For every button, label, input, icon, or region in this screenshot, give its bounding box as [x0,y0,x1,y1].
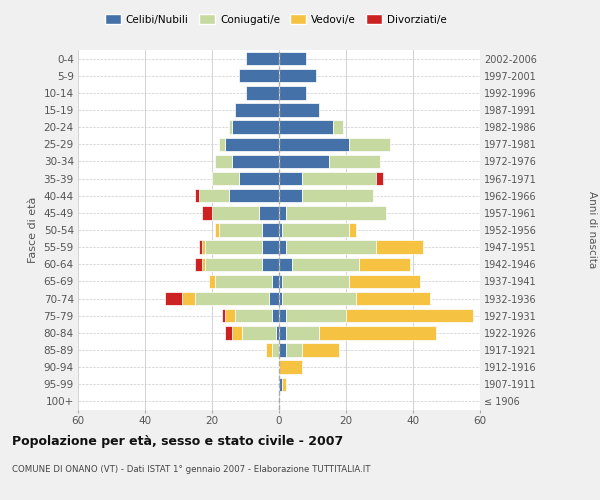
Bar [215,224,218,236]
Bar [195,258,202,271]
Bar [262,224,279,236]
Bar [279,86,306,100]
Bar [279,309,286,322]
Bar [215,274,272,288]
Bar [279,69,316,82]
Bar [302,344,340,356]
Bar [332,120,343,134]
Bar [279,378,283,391]
Bar [283,224,349,236]
Bar [283,292,356,306]
Bar [262,258,279,271]
Bar [195,189,199,202]
Y-axis label: Fasce di età: Fasce di età [28,197,38,263]
Bar [195,292,269,306]
Bar [376,240,423,254]
Bar [279,189,302,202]
Bar [302,172,376,186]
Bar [279,206,286,220]
Bar [245,52,279,66]
Bar [279,172,302,186]
Bar [279,138,349,151]
Bar [359,258,410,271]
Bar [202,206,212,220]
Bar [292,258,359,271]
Bar [226,138,279,151]
Bar [219,138,226,151]
Bar [346,309,473,322]
Bar [269,292,279,306]
Bar [199,240,202,254]
Bar [286,206,386,220]
Bar [182,292,195,306]
Bar [222,309,226,322]
Bar [349,224,356,236]
Bar [235,309,272,322]
Bar [226,309,235,322]
Bar [286,240,376,254]
Bar [262,240,279,254]
Bar [229,189,279,202]
Bar [202,258,205,271]
Bar [205,258,262,271]
Bar [319,326,436,340]
Bar [272,309,279,322]
Bar [242,326,275,340]
Bar [245,86,279,100]
Bar [279,154,329,168]
Bar [226,326,232,340]
Bar [349,274,420,288]
Bar [279,258,292,271]
Bar [266,344,272,356]
Bar [349,138,389,151]
Bar [229,120,232,134]
Bar [215,154,232,168]
Bar [212,172,239,186]
Bar [302,189,373,202]
Bar [279,240,286,254]
Bar [356,292,430,306]
Bar [259,206,279,220]
Bar [275,326,279,340]
Text: Anni di nascita: Anni di nascita [587,192,597,268]
Bar [376,172,383,186]
Bar [279,274,283,288]
Bar [202,240,205,254]
Text: COMUNE DI ONANO (VT) - Dati ISTAT 1° gennaio 2007 - Elaborazione TUTTITALIA.IT: COMUNE DI ONANO (VT) - Dati ISTAT 1° gen… [12,465,371,474]
Bar [272,344,279,356]
Bar [286,326,319,340]
Bar [239,172,279,186]
Bar [286,344,302,356]
Bar [205,240,262,254]
Bar [279,104,319,117]
Bar [279,52,306,66]
Bar [279,326,286,340]
Legend: Celibi/Nubili, Coniugati/e, Vedovi/e, Divorziati/e: Celibi/Nubili, Coniugati/e, Vedovi/e, Di… [101,10,451,29]
Bar [329,154,380,168]
Bar [199,189,229,202]
Bar [235,104,279,117]
Bar [232,326,242,340]
Bar [232,120,279,134]
Bar [283,378,286,391]
Bar [232,154,279,168]
Bar [279,292,283,306]
Bar [286,309,346,322]
Text: Popolazione per età, sesso e stato civile - 2007: Popolazione per età, sesso e stato civil… [12,435,343,448]
Bar [283,274,349,288]
Bar [239,69,279,82]
Bar [218,224,262,236]
Bar [279,360,302,374]
Bar [279,344,286,356]
Bar [279,120,332,134]
Bar [212,206,259,220]
Bar [209,274,215,288]
Bar [279,224,283,236]
Bar [272,274,279,288]
Bar [165,292,182,306]
